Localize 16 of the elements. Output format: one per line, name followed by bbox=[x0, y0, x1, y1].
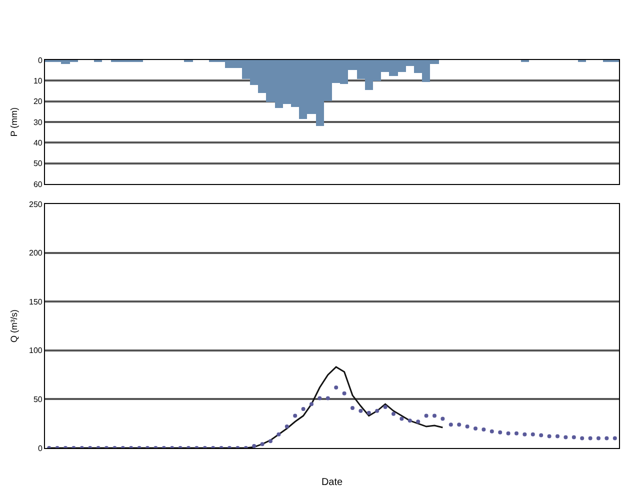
y-tick-label: 200 bbox=[29, 248, 43, 258]
y-tick-label: 0 bbox=[38, 56, 43, 65]
y-tick-label: 50 bbox=[33, 395, 43, 404]
y-axis-title: P (mm) bbox=[9, 107, 19, 137]
y-tick-label: 50 bbox=[33, 159, 43, 168]
y-tick-label: 0 bbox=[38, 444, 43, 453]
x-axis-title: Date bbox=[321, 477, 343, 488]
y-axis-title: Q (m³/s) bbox=[9, 310, 19, 342]
y-tick-label: 60 bbox=[33, 180, 43, 189]
y-tick-label: 250 bbox=[29, 200, 43, 209]
y-tick-label: 30 bbox=[33, 118, 43, 127]
y-tick-label: 150 bbox=[29, 297, 43, 306]
y-tick-label: 40 bbox=[33, 138, 43, 148]
y-tick-label: 10 bbox=[33, 76, 43, 86]
y-tick-label: 20 bbox=[33, 97, 43, 106]
y-tick-label: 100 bbox=[29, 346, 43, 356]
